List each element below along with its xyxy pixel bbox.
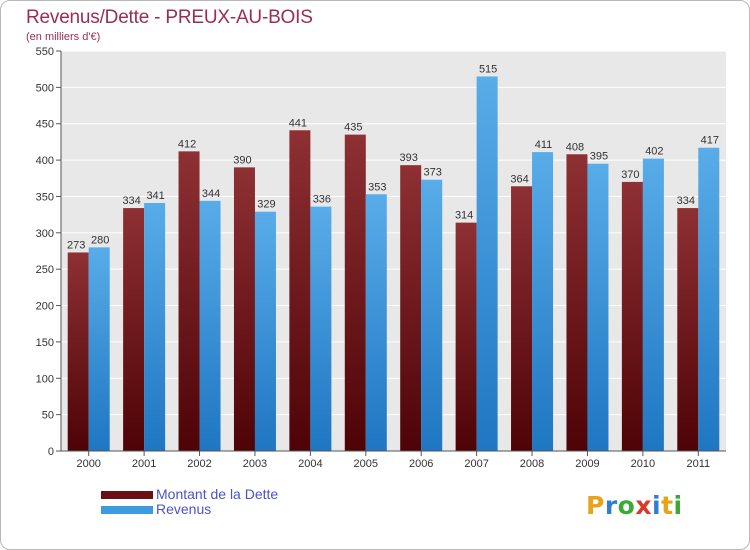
x-tick-label: 2005 [354, 458, 378, 470]
value-label-revenus: 336 [313, 194, 331, 206]
bar-debt [400, 165, 422, 451]
y-tick-label: 100 [36, 373, 54, 385]
bar-revenus [144, 203, 166, 451]
bar-revenus [642, 158, 664, 452]
x-tick-label: 2001 [132, 458, 156, 470]
value-label-revenus: 329 [257, 199, 275, 211]
bar-debt [67, 252, 89, 451]
bar-revenus [476, 76, 498, 452]
value-label-revenus: 353 [368, 181, 386, 193]
x-tick-label: 2009 [575, 458, 599, 470]
logo-letter: r [604, 491, 618, 520]
y-tick-label: 300 [36, 228, 54, 240]
legend-label-revenus: Revenus [156, 501, 212, 517]
value-label-debt: 314 [455, 210, 473, 222]
value-label-revenus: 411 [535, 139, 553, 151]
value-label-revenus: 373 [424, 167, 442, 179]
bar-debt [455, 222, 477, 451]
logo-letter: P [586, 491, 605, 520]
value-label-debt: 435 [344, 122, 362, 134]
value-label-debt: 412 [178, 138, 196, 150]
bar-debt [123, 208, 145, 451]
chart-title: Revenus/Dette - PREUX-AU-BOIS [26, 7, 313, 28]
bar-debt [566, 154, 588, 452]
logo-letter: i [673, 491, 683, 520]
value-label-revenus: 515 [479, 63, 497, 75]
bar-debt [677, 208, 699, 451]
y-tick-label: 500 [36, 82, 54, 94]
logo-letter: o [617, 491, 636, 520]
bar-revenus [532, 152, 554, 451]
bar-debt [621, 181, 643, 451]
y-tick-label: 150 [36, 337, 54, 349]
x-tick-label: 2006 [409, 458, 433, 470]
y-tick-label: 200 [36, 301, 54, 313]
x-tick-label: 2008 [520, 458, 544, 470]
bar-revenus [421, 179, 443, 451]
proxiti-logo: Proxiti [586, 491, 683, 520]
y-tick-label: 400 [36, 155, 54, 167]
value-label-debt: 364 [510, 173, 528, 185]
x-tick-label: 2003 [243, 458, 267, 470]
y-tick-label: 250 [36, 264, 54, 276]
value-label-revenus: 402 [645, 146, 663, 158]
value-label-revenus: 344 [202, 188, 220, 200]
x-tick-label: 2002 [187, 458, 211, 470]
plot-area [61, 51, 726, 451]
x-tick-label: 2007 [464, 458, 488, 470]
value-label-revenus: 395 [590, 151, 608, 163]
value-label-debt: 390 [233, 154, 251, 166]
x-tick-label: 2011 [686, 458, 710, 470]
x-tick-label: 2004 [298, 458, 322, 470]
bar-revenus [310, 206, 332, 451]
bar-revenus [698, 147, 720, 451]
x-tick-label: 2000 [76, 458, 100, 470]
value-label-debt: 370 [621, 169, 639, 181]
value-label-debt: 393 [400, 152, 418, 164]
bar-debt [178, 151, 200, 451]
y-tick-label: 450 [36, 119, 54, 131]
y-tick-label: 550 [36, 46, 54, 58]
bar-debt [289, 130, 311, 452]
value-label-revenus: 417 [701, 135, 719, 147]
bar-revenus [587, 163, 609, 451]
bar-debt [511, 186, 533, 452]
bar-revenus [199, 200, 221, 451]
bar-debt [233, 167, 255, 451]
legend-label-debt: Montant de la Dette [156, 486, 279, 502]
legend-swatch-revenus [101, 506, 153, 514]
y-tick-label: 350 [36, 191, 54, 203]
legend-swatch-debt [101, 491, 153, 499]
bar-debt [344, 134, 366, 452]
chart-subtitle: (en milliers d'€) [26, 31, 101, 43]
y-tick-label: 0 [48, 446, 54, 458]
value-label-revenus: 280 [91, 234, 109, 246]
x-tick-label: 2010 [631, 458, 655, 470]
value-label-debt: 334 [677, 195, 695, 207]
logo-letter: x [635, 491, 652, 520]
logo-letter: i [652, 491, 662, 520]
value-label-debt: 408 [566, 141, 584, 153]
value-label-debt: 273 [67, 239, 85, 251]
logo-letter: t [661, 491, 674, 520]
value-label-debt: 334 [122, 195, 140, 207]
value-label-revenus: 341 [146, 190, 164, 202]
bar-revenus [254, 211, 276, 451]
bar-revenus [88, 247, 110, 451]
y-tick-label: 50 [42, 410, 54, 422]
value-label-debt: 441 [289, 117, 307, 129]
bar-revenus [365, 194, 387, 452]
